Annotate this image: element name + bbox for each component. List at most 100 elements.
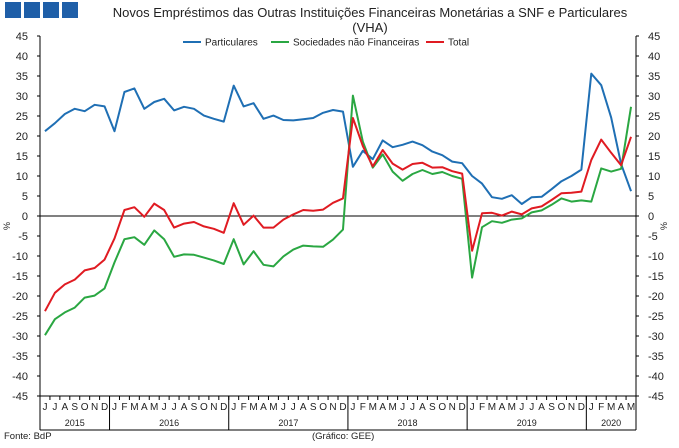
y-tick-label-right: -40 [648,371,664,383]
year-label: 2018 [398,418,418,428]
x-tick-label: S [191,402,198,413]
y-tick-label-right: -35 [648,351,664,363]
x-tick-label: O [438,402,446,413]
x-tick-label: M [369,402,377,413]
x-tick-label: J [400,402,405,413]
x-tick-label: J [112,402,117,413]
y-tick-label-right: 5 [648,191,654,203]
legend-label: Sociedades não Financeiras [293,38,419,49]
y-tick-label-right: -45 [648,391,664,403]
y-tick-label-left: -45 [12,391,28,403]
x-tick-label: S [310,402,317,413]
series-line-particulares [44,72,632,205]
x-tick-label: O [319,402,327,413]
x-tick-label: J [172,402,177,413]
year-label: 2019 [517,418,537,428]
x-tick-label: J [281,402,286,413]
y-tick-label-left: 20 [16,131,28,143]
chart-subtitle: (VHA) [352,20,388,35]
x-tick-label: S [429,402,436,413]
x-tick-label: M [508,402,516,413]
x-tick-label: M [249,402,257,413]
x-tick-label: M [150,402,158,413]
x-tick-label: A [499,402,506,413]
source-note: Fonte: BdP [4,431,52,442]
y-tick-label-right: 35 [648,71,660,83]
x-tick-label: J [52,402,57,413]
x-tick-label: J [42,402,47,413]
x-tick-label: J [470,402,475,413]
y-tick-label-left: -20 [12,291,28,303]
y-tick-label-right: 30 [648,91,660,103]
x-tick-label: N [210,402,217,413]
x-tick-label: A [260,402,267,413]
y-tick-label-left: -40 [12,371,28,383]
x-tick-label: S [71,402,78,413]
logo-block [62,2,78,18]
y-tick-label-right: -15 [648,271,664,283]
x-tick-label: N [329,402,336,413]
y-tick-label-left: -30 [12,331,28,343]
y-tick-label-right: 45 [648,31,660,43]
y-tick-label-left: 25 [16,111,28,123]
x-tick-label: J [162,402,167,413]
x-tick-label: F [121,402,127,413]
y-tick-label-right: -25 [648,311,664,323]
x-tick-label: D [101,402,108,413]
x-tick-label: A [141,402,148,413]
y-tick-label-right: 25 [648,111,660,123]
x-tick-label: N [568,402,575,413]
logo-block [24,2,40,18]
x-tick-label: F [241,402,247,413]
y-tick-label-left: 40 [16,51,28,63]
y-tick-label-left: 5 [22,191,28,203]
year-label: 2015 [65,418,85,428]
y-tick-label-left: -5 [18,231,28,243]
legend-label: Total [448,38,469,49]
y-tick-label-right: 0 [648,211,654,223]
y-tick-label-left: 10 [16,171,28,183]
x-tick-label: A [181,402,188,413]
x-tick-label: D [459,402,466,413]
x-tick-label: D [578,402,585,413]
x-tick-label: D [220,402,227,413]
x-tick-label: M [388,402,396,413]
x-tick-label: F [360,402,366,413]
credit-note: (Gráfico: GEE) [312,431,375,442]
x-tick-label: M [488,402,496,413]
x-tick-label: O [558,402,566,413]
x-tick-label: J [350,402,355,413]
year-label: 2016 [159,418,179,428]
x-tick-label: A [538,402,545,413]
chart-title: Novos Empréstimos das Outras Instituiçõe… [112,5,628,20]
y-tick-label-right: -20 [648,291,664,303]
x-tick-label: A [61,402,68,413]
y-tick-label-right: 20 [648,131,660,143]
y-tick-label-left: -25 [12,311,28,323]
x-tick-label: J [589,402,594,413]
x-tick-label: D [339,402,346,413]
x-tick-label: M [130,402,138,413]
year-label: 2020 [601,418,621,428]
x-tick-label: M [269,402,277,413]
y-tick-label-left: -35 [12,351,28,363]
y-tick-label-right: 10 [648,171,660,183]
x-tick-label: F [598,402,604,413]
y-tick-label-left: 0 [22,211,28,223]
y-tick-label-right: 40 [648,51,660,63]
x-tick-label: J [291,402,296,413]
y-tick-label-right: 15 [648,151,660,163]
y-tick-label-left: 15 [16,151,28,163]
x-tick-label: J [231,402,236,413]
y-tick-label-left: 45 [16,31,28,43]
x-tick-label: N [449,402,456,413]
x-tick-label: O [200,402,208,413]
x-tick-label: A [419,402,426,413]
x-tick-label: F [479,402,485,413]
x-tick-label: A [618,402,625,413]
year-label: 2017 [278,418,298,428]
x-tick-label: M [627,402,635,413]
y-tick-label-left: 30 [16,91,28,103]
x-tick-label: O [81,402,89,413]
